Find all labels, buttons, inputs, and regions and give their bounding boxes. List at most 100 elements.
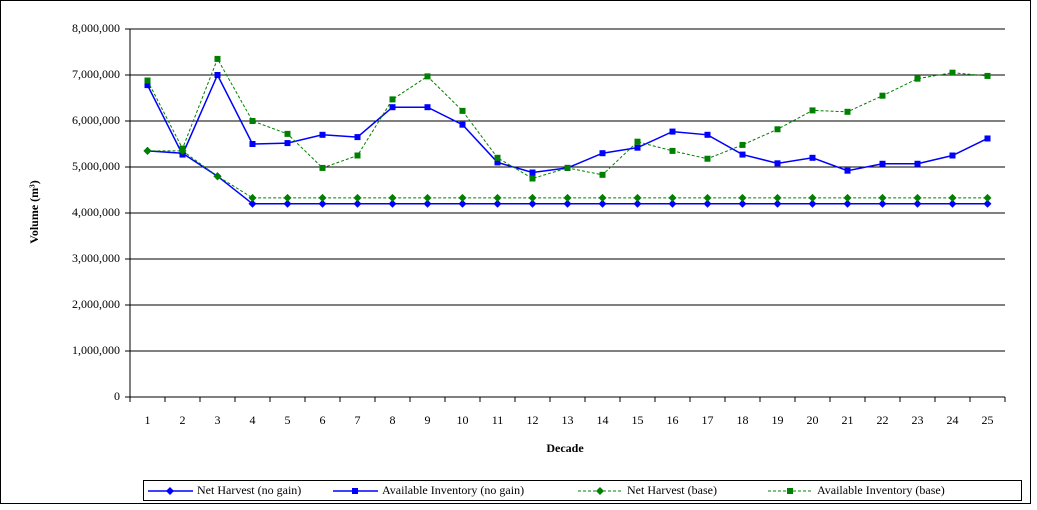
- data-point: [599, 171, 606, 178]
- data-point: [668, 193, 677, 202]
- data-point: [809, 154, 816, 161]
- data-point: [704, 131, 711, 138]
- data-point: [983, 193, 992, 202]
- data-point: [598, 199, 607, 208]
- data-point: [948, 193, 957, 202]
- data-point: [424, 73, 431, 80]
- data-point: [599, 150, 606, 157]
- data-point: [458, 199, 467, 208]
- x-tick-label: 19: [772, 413, 784, 427]
- data-point: [423, 199, 432, 208]
- data-point: [388, 193, 397, 202]
- data-point: [493, 193, 502, 202]
- data-point: [318, 193, 327, 202]
- legend-marker: [787, 488, 793, 494]
- x-tick-label: 1: [145, 413, 151, 427]
- x-axis-label: Decade: [546, 441, 584, 455]
- x-tick-label: 16: [667, 413, 679, 427]
- x-tick-label: 21: [842, 413, 854, 427]
- data-point: [668, 199, 677, 208]
- x-tick-label: 3: [215, 413, 221, 427]
- y-tick-label: 1,000,000: [72, 343, 120, 357]
- data-point: [283, 193, 292, 202]
- data-point: [739, 141, 746, 148]
- data-point: [843, 193, 852, 202]
- data-point: [528, 193, 537, 202]
- data-point: [319, 164, 326, 171]
- x-tick-label: 12: [527, 413, 539, 427]
- data-point: [144, 82, 151, 89]
- x-tick-label: 10: [457, 413, 469, 427]
- x-tick-label: 2: [180, 413, 186, 427]
- x-tick-label: 24: [947, 413, 959, 427]
- x-tick-label: 14: [597, 413, 609, 427]
- data-point: [598, 193, 607, 202]
- data-point: [669, 147, 676, 154]
- legend-marker: [166, 487, 174, 495]
- data-point: [284, 130, 291, 137]
- y-tick-label: 5,000,000: [72, 159, 120, 173]
- x-tick-label: 11: [492, 413, 504, 427]
- x-tick-label: 20: [807, 413, 819, 427]
- data-point: [248, 199, 257, 208]
- data-point: [738, 193, 747, 202]
- data-point: [633, 193, 642, 202]
- data-point: [984, 72, 991, 79]
- data-point: [773, 193, 782, 202]
- x-tick-label: 17: [702, 413, 714, 427]
- legend-label: Net Harvest (no gain): [197, 483, 301, 497]
- data-point: [423, 193, 432, 202]
- data-point: [809, 107, 816, 114]
- x-tick-label: 13: [562, 413, 574, 427]
- data-point: [494, 154, 501, 161]
- legend-label: Available Inventory (no gain): [382, 483, 524, 497]
- y-tick-label: 8,000,000: [72, 21, 120, 35]
- x-tick-label: 22: [877, 413, 889, 427]
- data-point: [249, 141, 256, 147]
- data-point: [389, 96, 396, 103]
- data-point: [878, 193, 887, 202]
- data-point: [248, 193, 257, 202]
- data-point: [529, 175, 536, 182]
- data-point: [284, 140, 291, 147]
- data-point: [878, 199, 887, 208]
- data-point: [949, 69, 956, 76]
- data-point: [249, 118, 256, 124]
- data-point: [318, 199, 327, 208]
- x-tick-label: 18: [737, 413, 749, 427]
- data-point: [739, 151, 746, 158]
- y-tick-label: 7,000,000: [72, 67, 120, 81]
- data-point: [564, 164, 571, 171]
- data-point: [353, 199, 362, 208]
- data-point: [984, 135, 991, 142]
- legend-marker: [352, 488, 358, 494]
- data-point: [774, 126, 781, 133]
- x-tick-label: 7: [355, 413, 361, 427]
- data-point: [738, 199, 747, 208]
- data-point: [143, 146, 152, 155]
- data-point: [808, 199, 817, 208]
- data-point: [983, 199, 992, 208]
- data-point: [879, 92, 886, 99]
- data-point: [948, 199, 957, 208]
- data-point: [459, 107, 466, 114]
- data-point: [879, 160, 886, 167]
- data-point: [913, 193, 922, 202]
- x-tick-label: 23: [912, 413, 924, 427]
- legend-label: Available Inventory (base): [817, 483, 945, 497]
- data-point: [493, 199, 502, 208]
- data-point: [389, 104, 396, 111]
- data-point: [179, 145, 186, 152]
- data-point: [634, 138, 641, 145]
- legend-label: Net Harvest (base): [627, 483, 717, 497]
- data-point: [458, 193, 467, 202]
- data-point: [424, 104, 431, 111]
- data-point: [914, 160, 921, 167]
- data-point: [774, 160, 781, 167]
- data-point: [843, 199, 852, 208]
- data-point: [704, 155, 711, 162]
- x-tick-label: 8: [390, 413, 396, 427]
- data-point: [773, 199, 782, 208]
